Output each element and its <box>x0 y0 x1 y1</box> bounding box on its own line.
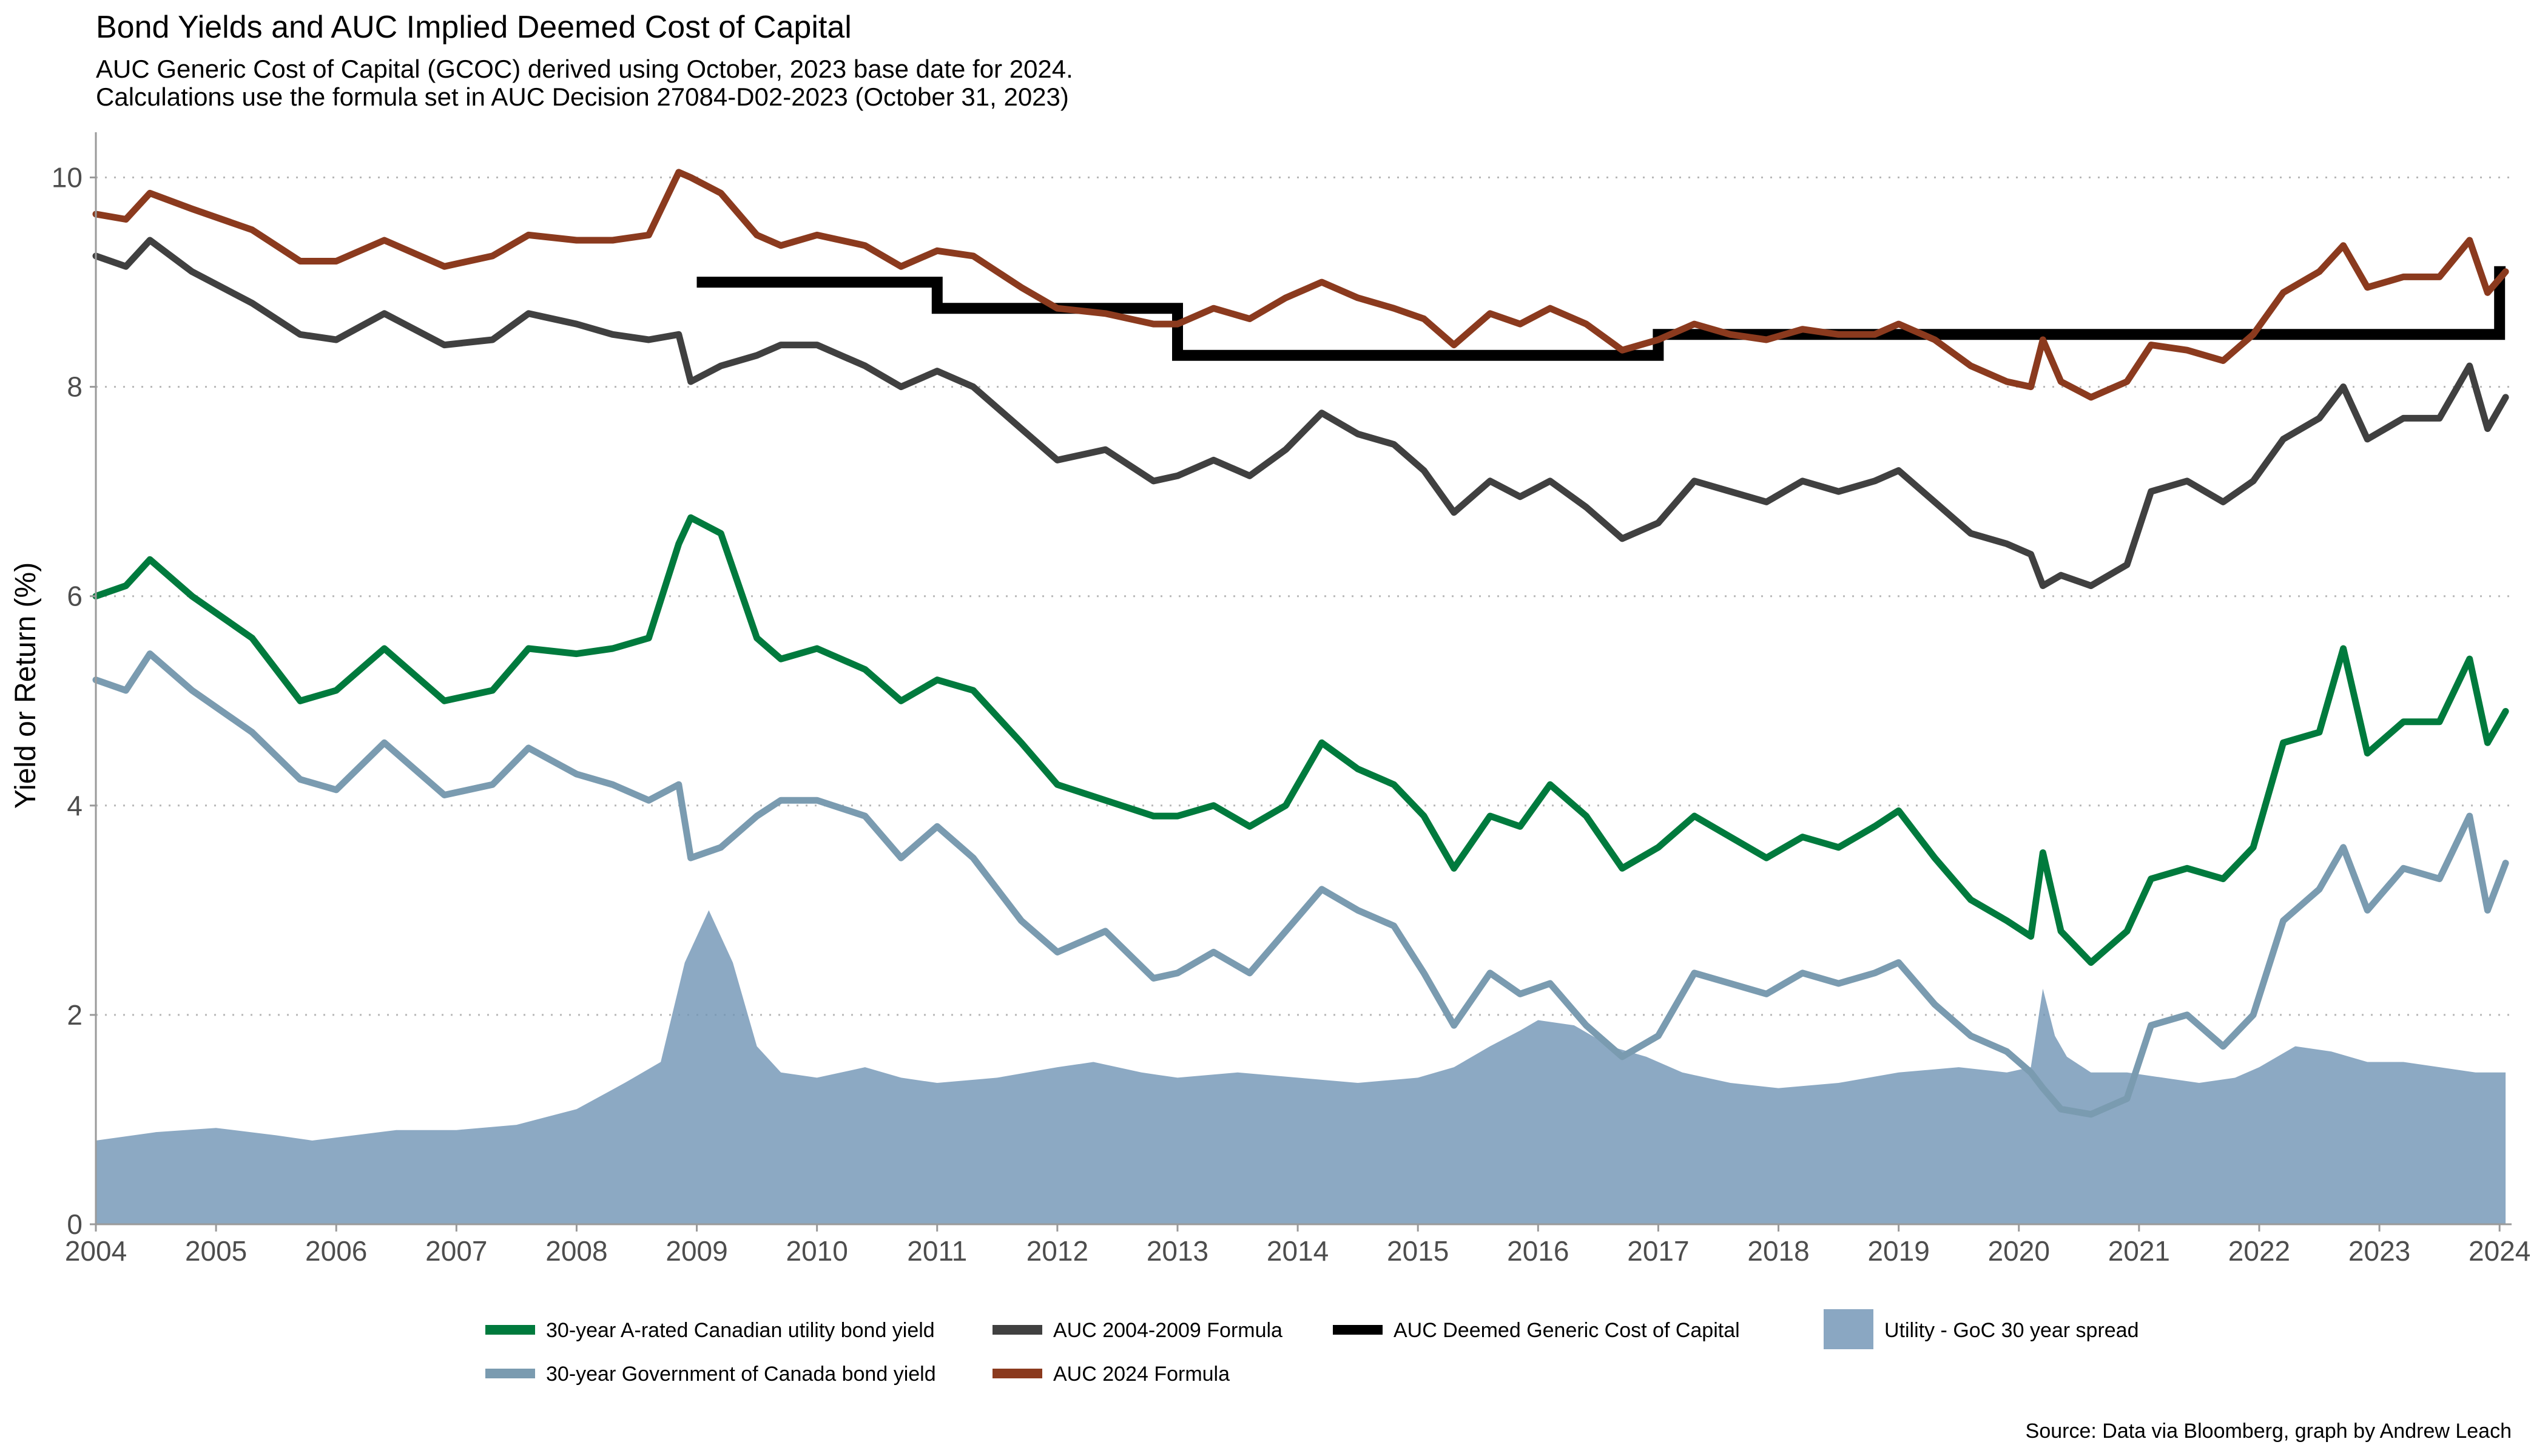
spread-area-layer <box>96 910 2506 1224</box>
x-tick-label-2019: 2019 <box>1867 1235 1929 1267</box>
x-tick-label-2008: 2008 <box>545 1235 607 1267</box>
x-tick-label-2020: 2020 <box>1988 1235 2050 1267</box>
chart-title: Bond Yields and AUC Implied Deemed Cost … <box>96 10 852 45</box>
legend: 30-year A-rated Canadian utility bond yi… <box>485 1309 2139 1386</box>
x-tick-label-2023: 2023 <box>2348 1235 2410 1267</box>
x-tick-label-2005: 2005 <box>185 1235 247 1267</box>
x-tick-label-2022: 2022 <box>2228 1235 2290 1267</box>
axes: 0 2 4 6 8 10 2004 2005 2006 2007 2008 2009 2010 2011 2… <box>52 132 2530 1267</box>
x-tick-label-2014: 2014 <box>1267 1235 1329 1267</box>
y-tick-label-6: 6 <box>67 581 83 612</box>
legend-label-auc-2024-formula: AUC 2024 Formula <box>1053 1363 1230 1386</box>
x-tick-label-2016: 2016 <box>1507 1235 1569 1267</box>
y-tick-label-4: 4 <box>67 790 83 821</box>
legend-label-30-year-a-rated-canadian-utility-bond-yield: 30-year A-rated Canadian utility bond yi… <box>546 1319 935 1342</box>
x-tick-label-2006: 2006 <box>305 1235 367 1267</box>
x-tick-label-2010: 2010 <box>786 1235 848 1267</box>
series-line-auc-2024-formula <box>92 169 2509 401</box>
series-line-auc-2004-2009-formula <box>92 237 2509 589</box>
x-tick-label-2004: 2004 <box>65 1235 127 1267</box>
x-tick-label-2009: 2009 <box>666 1235 727 1267</box>
x-tick-label-2011: 2011 <box>907 1235 967 1267</box>
series-line-30-year-government-of-canada-bond-yield <box>92 650 2509 1118</box>
x-tick-label-2012: 2012 <box>1026 1235 1088 1267</box>
x-tick-label-2015: 2015 <box>1387 1235 1449 1267</box>
y-axis-title: Yield or Return (%) <box>10 562 42 809</box>
chart-caption: Source: Data via Bloomberg, graph by And… <box>2026 1420 2512 1443</box>
series-area-utility-goc-30-year-spread <box>96 910 2506 1224</box>
legend-label-30-year-government-of-canada-bond-yield: 30-year Government of Canada bond yield <box>546 1363 936 1386</box>
y-tick-label-0: 0 <box>67 1208 83 1240</box>
x-tick-label-2024: 2024 <box>2469 1235 2530 1267</box>
x-tick-label-2021: 2021 <box>2108 1235 2170 1267</box>
chart-subtitle-line-2: Calculations use the formula set in AUC … <box>96 83 1069 111</box>
chart-subtitle-line-1: AUC Generic Cost of Capital (GCOC) deriv… <box>96 55 1073 83</box>
y-tick-label-8: 8 <box>67 371 83 403</box>
series-lines-layer <box>92 169 2509 1118</box>
x-tick-label-2018: 2018 <box>1747 1235 1809 1267</box>
legend-key-utility-goc-30-year-spread <box>1824 1309 1873 1349</box>
legend-label-auc-deemed-generic-cost-of-capital: AUC Deemed Generic Cost of Capital <box>1394 1319 1740 1342</box>
x-tick-label-2007: 2007 <box>425 1235 487 1267</box>
x-tick-label-2017: 2017 <box>1627 1235 1689 1267</box>
y-tick-label-2: 2 <box>67 999 83 1031</box>
x-tick-label-2013: 2013 <box>1147 1235 1208 1267</box>
legend-label-auc-2004-2009-formula: AUC 2004-2009 Formula <box>1053 1319 1282 1342</box>
series-line-30-year-a-rated-canadian-utility-bond-yield <box>92 514 2509 966</box>
legend-label-utility-goc-30-year-spread: Utility - GoC 30 year spread <box>1884 1319 2139 1342</box>
series-line-auc-deemed-generic-cost-of-capital <box>696 266 2506 361</box>
y-tick-label-10: 10 <box>52 162 83 194</box>
